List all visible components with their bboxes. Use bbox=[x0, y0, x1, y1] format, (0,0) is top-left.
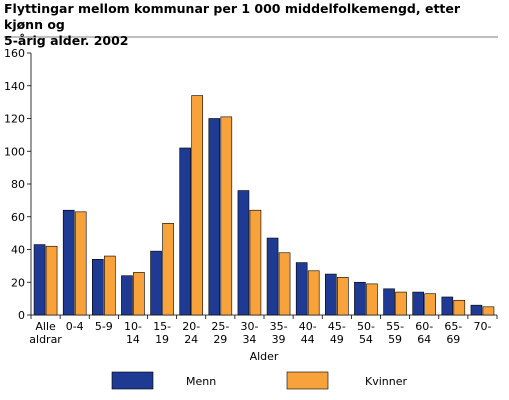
legend-label-menn: Menn bbox=[186, 375, 216, 388]
bar-menn bbox=[150, 250, 162, 316]
bar-kvinner bbox=[162, 223, 174, 316]
x-tick-label: 49 bbox=[330, 333, 344, 346]
x-tick-label: 10- bbox=[124, 320, 142, 333]
bar-kvinner bbox=[220, 116, 233, 316]
x-tick-label: 59 bbox=[388, 333, 402, 346]
x-tick-label: 39 bbox=[272, 333, 286, 346]
x-tick-label: 14 bbox=[126, 333, 140, 346]
x-tick-label: 70- bbox=[473, 320, 491, 333]
y-tick-label: 120 bbox=[4, 113, 25, 126]
bar-kvinner bbox=[337, 277, 349, 316]
x-tick-label: 19 bbox=[155, 333, 169, 346]
bar-kvinner bbox=[133, 272, 145, 316]
bar-kvinner bbox=[104, 255, 116, 316]
y-tick-label: 80 bbox=[11, 178, 25, 191]
bar-menn bbox=[441, 296, 454, 316]
x-tick-label: 45- bbox=[328, 320, 346, 333]
legend-swatch-kvinner bbox=[286, 371, 329, 390]
bar-menn bbox=[121, 275, 133, 316]
bar-kvinner bbox=[395, 291, 407, 316]
y-tick-label: 0 bbox=[18, 309, 25, 322]
bar-menn bbox=[92, 259, 104, 316]
chart-title-line-1: Flyttingar mellom kommunar per 1 000 mid… bbox=[4, 1, 461, 32]
x-tick-label: 0-4 bbox=[66, 320, 84, 333]
x-tick-label: 20- bbox=[182, 320, 200, 333]
bar-menn bbox=[383, 288, 395, 316]
bar-kvinner bbox=[453, 299, 466, 316]
x-tick-label: 60- bbox=[415, 320, 433, 333]
legend-swatch-menn bbox=[111, 371, 154, 390]
x-tick-label: 55- bbox=[386, 320, 404, 333]
bar-kvinner bbox=[482, 306, 495, 316]
bar-kvinner bbox=[307, 270, 320, 316]
y-tick-label: 60 bbox=[11, 211, 25, 224]
bar-kvinner bbox=[249, 209, 262, 316]
x-tick-label: 44 bbox=[301, 333, 315, 346]
bar-menn bbox=[412, 291, 424, 316]
y-tick-label: 20 bbox=[11, 276, 25, 289]
x-tick-label: 25- bbox=[211, 320, 229, 333]
x-tick-label: 30- bbox=[240, 320, 258, 333]
bar-menn bbox=[470, 304, 483, 316]
bar-menn bbox=[237, 190, 250, 316]
bar-menn bbox=[295, 262, 308, 316]
x-tick-label: 34 bbox=[242, 333, 256, 346]
bar-menn bbox=[33, 244, 46, 316]
bar-menn bbox=[208, 118, 221, 316]
bar-menn bbox=[62, 209, 75, 316]
x-tick-label: 24 bbox=[184, 333, 198, 346]
bar-kvinner bbox=[191, 95, 203, 316]
y-tick-label: 140 bbox=[4, 80, 25, 93]
bar-kvinner bbox=[366, 283, 378, 316]
x-tick-label: 54 bbox=[359, 333, 373, 346]
x-tick-label: 50- bbox=[357, 320, 375, 333]
x-axis-title: Alder bbox=[250, 350, 279, 363]
bar-menn bbox=[179, 147, 191, 316]
y-tick-label: 40 bbox=[11, 244, 25, 257]
x-tick-label: 40- bbox=[299, 320, 317, 333]
bar-kvinner bbox=[74, 211, 87, 316]
x-tick-label: 15- bbox=[153, 320, 171, 333]
y-tick-label: 100 bbox=[4, 145, 25, 158]
x-tick-label: 29 bbox=[213, 333, 227, 346]
x-tick-label: 65- bbox=[444, 320, 462, 333]
x-tick-label: 35- bbox=[270, 320, 288, 333]
bar-menn bbox=[354, 281, 366, 316]
x-tick-label: Alle bbox=[35, 320, 56, 333]
bar-kvinner bbox=[424, 293, 436, 316]
x-tick-label: 69 bbox=[446, 333, 460, 346]
bar-menn bbox=[325, 273, 337, 316]
bar-menn bbox=[266, 237, 279, 316]
x-tick-label: 64 bbox=[417, 333, 431, 346]
bar-kvinner bbox=[45, 245, 58, 316]
x-tick-label: aldrar bbox=[29, 333, 62, 346]
y-tick-label: 160 bbox=[4, 47, 25, 60]
legend-label-kvinner: Kvinner bbox=[365, 375, 407, 388]
x-tick-label: 5-9 bbox=[95, 320, 113, 333]
bar-kvinner bbox=[278, 252, 291, 316]
